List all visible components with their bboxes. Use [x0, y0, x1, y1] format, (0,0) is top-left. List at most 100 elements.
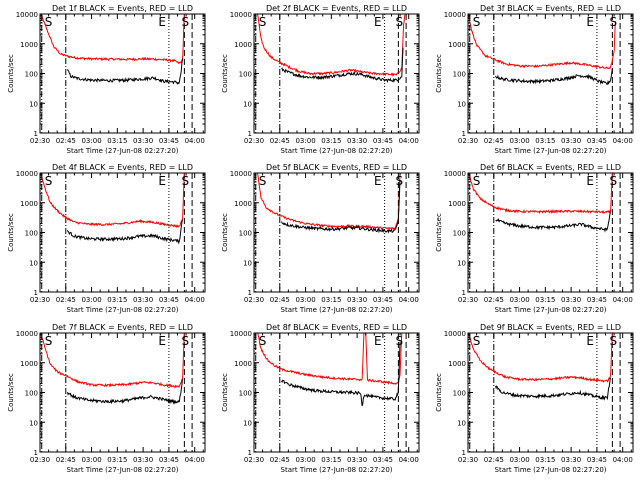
plot-frame [467, 172, 634, 293]
event-marker-label: E [158, 174, 166, 188]
events-series [281, 47, 404, 84]
x-tick-label: 02:30 [244, 137, 264, 145]
plot-frame [467, 13, 634, 134]
y-tick-label: 10000 [16, 170, 38, 178]
y-tick-label: 1 [248, 130, 252, 138]
y-tick-label: 1000 [234, 200, 252, 208]
x-tick-label: 03:45 [373, 137, 393, 145]
lld-series [468, 14, 616, 70]
event-marker-label: S [609, 15, 617, 29]
y-tick-label: 1 [34, 130, 38, 138]
x-tick-label: 03:30 [133, 456, 153, 464]
y-tick-label: 1 [462, 130, 466, 138]
event-marker-label: E [374, 15, 382, 29]
event-marker-label: S [181, 334, 189, 348]
panel-title: Det 2f BLACK = Events, RED = LLD [266, 4, 407, 13]
x-tick-label: 03:45 [587, 137, 607, 145]
x-tick-label: 03:45 [587, 296, 607, 304]
x-tick-label: 02:45 [484, 456, 504, 464]
events-series [67, 379, 183, 405]
lld-series [256, 333, 403, 386]
y-tick-label: 1000 [448, 41, 466, 49]
panel-title: Det 1f BLACK = Events, RED = LLD [52, 4, 193, 13]
x-tick-label: 02:45 [484, 137, 504, 145]
y-tick-label: 10 [29, 419, 38, 427]
x-tick-label: 03:45 [159, 296, 179, 304]
event-marker-label: S [609, 174, 617, 188]
panel-series [256, 14, 406, 84]
y-tick-label: 1 [34, 449, 38, 457]
y-tick-label: 10000 [230, 330, 252, 338]
x-tick-label: 02:30 [30, 456, 50, 464]
y-tick-label: 1000 [234, 360, 252, 368]
x-axis-label: Start Time (27-Jun-08 02:27:20) [281, 147, 393, 155]
panel-series [468, 14, 616, 86]
x-tick-label: 02:45 [270, 456, 290, 464]
panel-4: Det 4f BLACK = Events, RED = LLD S E S 02:30… [7, 163, 206, 314]
y-tick-label: 100 [239, 71, 252, 79]
x-tick-label: 02:30 [244, 456, 264, 464]
x-tick-label: 03:15 [321, 456, 341, 464]
y-axis-label: Counts/sec [7, 213, 15, 252]
event-marker-label: S [259, 174, 267, 188]
x-tick-label: 03:15 [535, 456, 555, 464]
x-tick-label: 04:00 [399, 296, 419, 304]
y-tick-label: 1000 [20, 200, 38, 208]
x-tick-label: 03:45 [373, 456, 393, 464]
events-series [67, 219, 183, 245]
y-tick-label: 100 [25, 71, 38, 79]
events-series [67, 58, 183, 85]
y-tick-label: 10000 [444, 170, 466, 178]
x-tick-label: 04:00 [613, 296, 633, 304]
x-tick-label: 03:45 [373, 296, 393, 304]
panel-title: Det 4f BLACK = Events, RED = LLD [52, 163, 193, 172]
x-axis-label: Start Time (27-Jun-08 02:27:20) [281, 306, 393, 314]
x-tick-label: 03:00 [81, 296, 101, 304]
x-axis-label: Start Time (27-Jun-08 02:27:20) [67, 466, 179, 474]
event-marker-label: E [374, 174, 382, 188]
event-marker-label: E [158, 15, 166, 29]
y-tick-label: 100 [453, 71, 466, 79]
y-tick-label: 1000 [20, 41, 38, 49]
x-tick-label: 03:00 [295, 296, 315, 304]
events-series [495, 377, 611, 401]
panel-series [40, 173, 185, 245]
y-tick-label: 100 [25, 390, 38, 398]
x-tick-label: 03:30 [561, 456, 581, 464]
x-axis-label: Start Time (27-Jun-08 02:27:20) [495, 147, 607, 155]
lld-series [40, 14, 185, 65]
event-marker-label: S [259, 15, 267, 29]
x-tick-label: 03:00 [81, 456, 101, 464]
y-tick-label: 1 [248, 289, 252, 297]
y-tick-label: 100 [25, 230, 38, 238]
x-tick-label: 03:15 [107, 137, 127, 145]
y-axis-label: Counts/sec [221, 54, 229, 93]
event-marker-label: S [473, 334, 481, 348]
x-tick-label: 03:30 [561, 137, 581, 145]
y-tick-label: 10000 [230, 170, 252, 178]
panel-title: Det 3f BLACK = Events, RED = LLD [480, 4, 621, 13]
event-marker-label: S [473, 174, 481, 188]
lld-series [468, 173, 613, 215]
panel-title: Det 7f BLACK = Events, RED = LLD [52, 323, 193, 332]
x-tick-label: 04:00 [399, 137, 419, 145]
y-tick-label: 100 [239, 390, 252, 398]
y-axis-label: Counts/sec [221, 213, 229, 252]
y-axis-label: Counts/sec [435, 213, 443, 252]
events-series [281, 341, 401, 407]
lld-series [256, 173, 401, 231]
x-tick-label: 03:30 [347, 296, 367, 304]
panel-series [468, 173, 613, 233]
event-marker-label: S [45, 334, 53, 348]
panel-3: Det 3f BLACK = Events, RED = LLD S E S 02:30… [435, 4, 634, 155]
x-tick-label: 03:45 [159, 137, 179, 145]
y-tick-label: 1000 [448, 360, 466, 368]
x-tick-label: 03:30 [347, 456, 367, 464]
lld-series [40, 173, 185, 229]
panel-title: Det 6f BLACK = Events, RED = LLD [480, 163, 621, 172]
panel-title: Det 9f BLACK = Events, RED = LLD [480, 323, 621, 332]
event-marker-label: E [158, 334, 166, 348]
lld-series [468, 333, 613, 383]
